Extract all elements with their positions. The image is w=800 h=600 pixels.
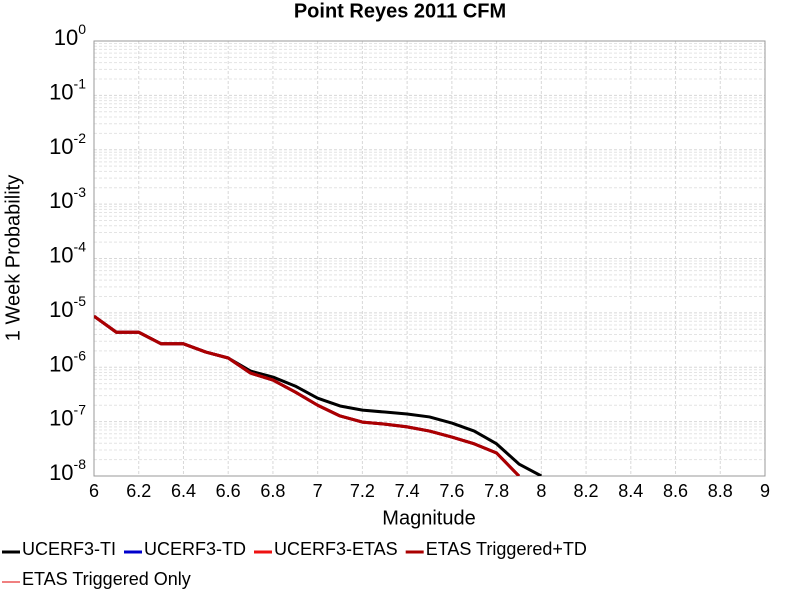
y-tick-label: 10-2 <box>49 129 86 158</box>
x-tick-label: 8 <box>536 481 546 501</box>
x-tick-label: 8.4 <box>618 481 643 501</box>
x-tick-label: 8.6 <box>663 481 688 501</box>
legend-label: ETAS Triggered+TD <box>426 539 587 559</box>
legend-label: ETAS Triggered Only <box>22 569 191 589</box>
y-tick-label: 10-5 <box>49 293 86 322</box>
legend-label: UCERF3-TI <box>22 539 116 559</box>
plot-lines <box>94 314 543 476</box>
legend-label: UCERF3-ETAS <box>274 539 398 559</box>
y-tick-label: 10-1 <box>49 75 86 104</box>
y-tick-label: 10-3 <box>49 184 86 213</box>
x-axis-label: Magnitude <box>382 507 475 529</box>
x-tick-label: 7.2 <box>350 481 375 501</box>
y-tick-label: 10-6 <box>49 347 86 376</box>
x-tick-label: 6.2 <box>126 481 151 501</box>
y-tick-label: 10-4 <box>49 238 86 267</box>
x-tick-label: 8.2 <box>574 481 599 501</box>
x-tick-label: 7.8 <box>484 481 509 501</box>
x-tick-label: 7.6 <box>439 481 464 501</box>
x-tick-label: 6.8 <box>260 481 285 501</box>
chart-title: Point Reyes 2011 CFM <box>294 0 506 22</box>
y-tick-label: 100 <box>54 21 86 50</box>
y-tick-label: 10-8 <box>49 456 86 485</box>
x-tick-label: 9 <box>760 481 770 501</box>
x-tick-label: 6 <box>89 481 99 501</box>
x-tick-label: 8.8 <box>708 481 733 501</box>
x-tick-label: 7.4 <box>395 481 420 501</box>
plot-border <box>93 40 766 477</box>
x-tick-label: 6.4 <box>171 481 196 501</box>
y-axis-label: 1 Week Probability <box>2 175 24 341</box>
y-tick-label: 10-7 <box>49 401 86 430</box>
x-tick-label: 6.6 <box>216 481 241 501</box>
series-line <box>94 314 521 476</box>
legend-label: UCERF3-TD <box>144 539 246 559</box>
x-tick-label: 7 <box>313 481 323 501</box>
